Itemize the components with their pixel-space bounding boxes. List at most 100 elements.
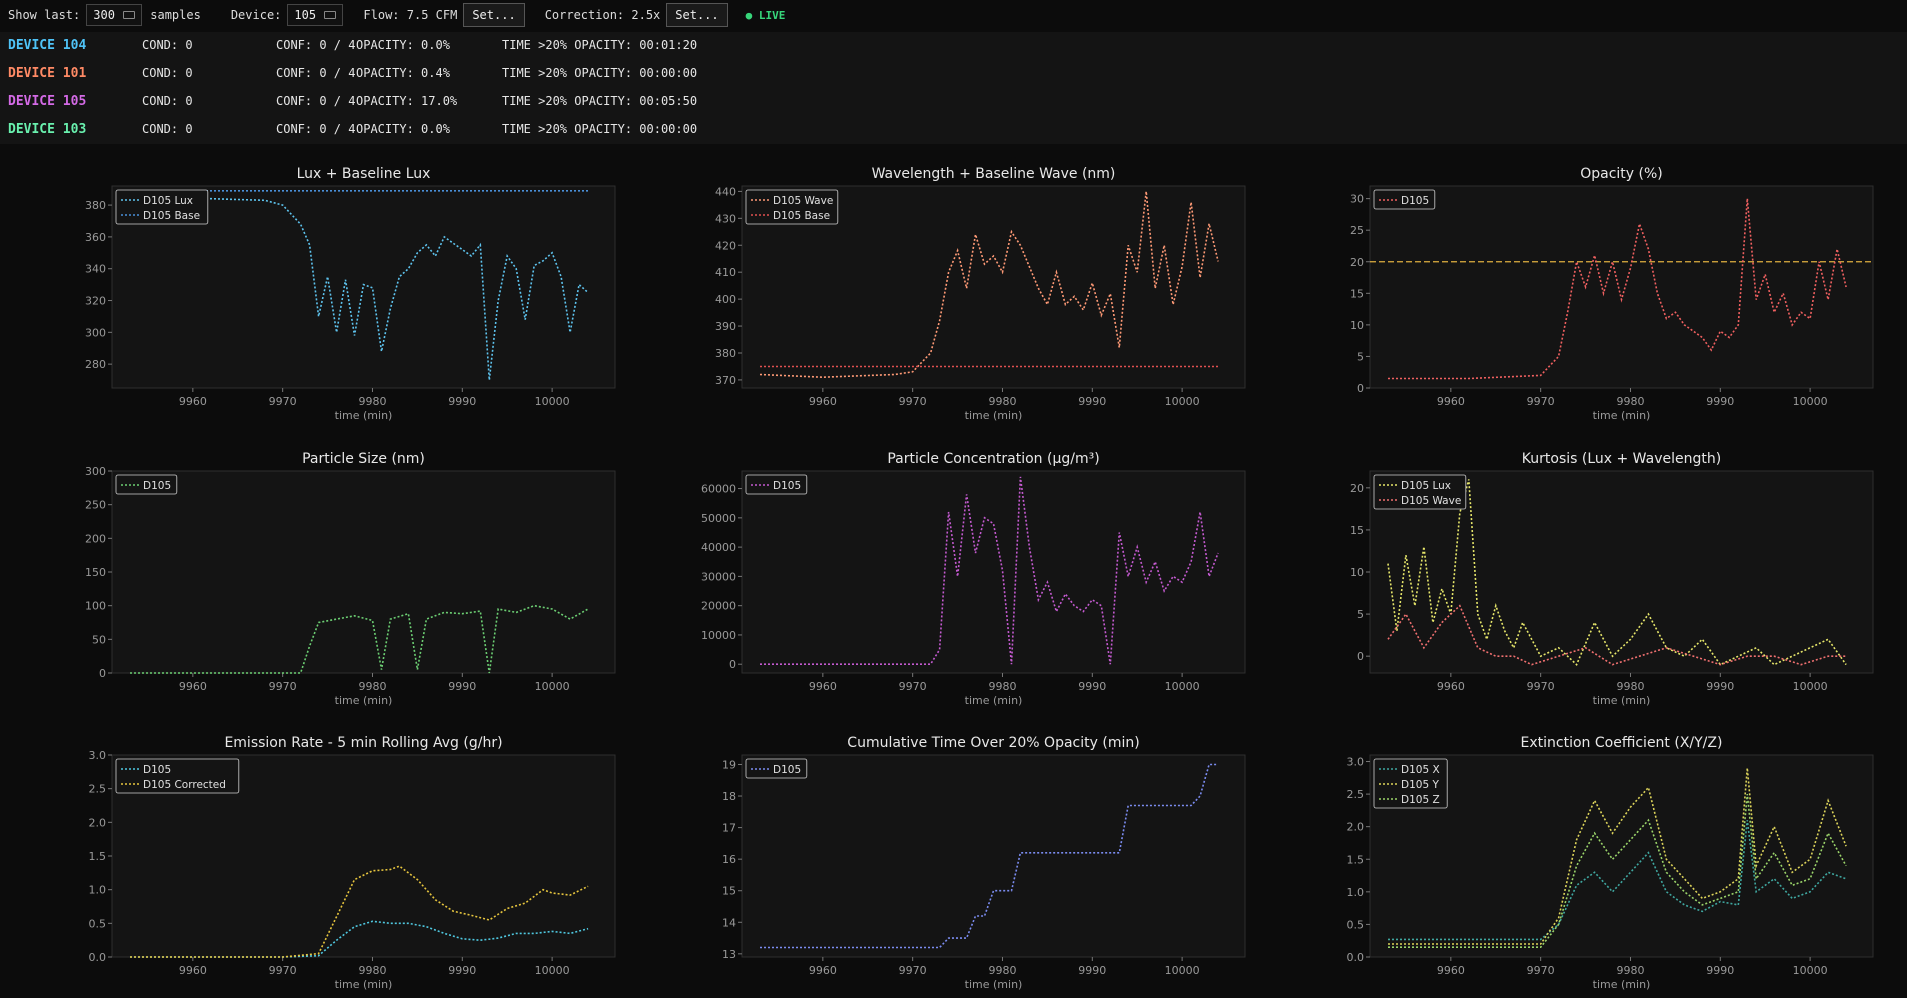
y-tick-label: 10 [1350, 319, 1364, 332]
y-tick-label: 1.5 [1347, 853, 1365, 866]
show-last-input[interactable]: 300 [86, 4, 143, 26]
legend-label: D105 Base [143, 210, 200, 222]
x-tick-label: 9960 [809, 964, 837, 977]
chart-title: Kurtosis (Lux + Wavelength) [1522, 451, 1721, 467]
plot-area [1369, 754, 1874, 958]
y-tick-label: 0 [729, 658, 736, 671]
plot-area [741, 470, 1246, 674]
legend: D105 Lux D105 Wave [1373, 474, 1467, 510]
x-tick-label: 10000 [1165, 395, 1200, 408]
show-last-value: 300 [93, 8, 115, 22]
y-tick-label: 60000 [701, 483, 736, 496]
chart-particle-size: Particle Size (nm) 0 50 100 150 200 250 300 9960… [60, 443, 660, 713]
x-tick-label: 9970 [899, 680, 927, 693]
x-tick-label: 9980 [1616, 964, 1644, 977]
x-tick-label: 9980 [358, 680, 386, 693]
y-tick-label: 20 [1350, 482, 1364, 495]
x-axis-label: time (min) [335, 978, 393, 991]
chart-emission-rate: Emission Rate - 5 min Rolling Avg (g/hr)… [60, 727, 660, 997]
y-tick-label: 20 [1350, 256, 1364, 269]
legend-label: D105 Lux [143, 195, 193, 207]
x-tick-label: 9970 [269, 395, 297, 408]
x-tick-label: 9970 [1527, 680, 1555, 693]
x-tick-label: 9970 [269, 680, 297, 693]
y-tick-label: 16 [722, 853, 736, 866]
y-tick-label: 15 [1350, 287, 1364, 300]
chart-opacity: Opacity (%) 0 5 10 15 20 25 30 9960 9970 9980 9990 1… [1318, 158, 1907, 428]
device-status-panel: DEVICE 104 COND: 0 CONF: 0 / 4 OPACITY: … [0, 32, 1907, 144]
y-tick-label: 14 [722, 916, 736, 929]
legend: D105 Wave D105 Base [745, 189, 839, 225]
live-indicator: LIVE [746, 9, 786, 22]
flow-set-button[interactable]: Set... [463, 3, 525, 27]
x-tick-label: 9960 [179, 680, 207, 693]
x-axis-label: time (min) [1593, 978, 1651, 991]
x-axis-label: time (min) [965, 694, 1023, 707]
y-tick-label: 10 [1350, 566, 1364, 579]
series-line [759, 191, 1219, 379]
series-line [1388, 794, 1847, 948]
y-tick-label: 410 [715, 266, 736, 279]
legend-box [115, 474, 178, 495]
time-over-value: TIME >20% OPACITY: 00:00:00 [502, 122, 698, 136]
cond-value: COND: 0 [142, 122, 193, 136]
y-tick-label: 30 [1350, 193, 1364, 206]
legend-label: D105 Wave [1401, 495, 1461, 507]
y-tick-label: 15 [722, 885, 736, 898]
flow-label: Flow: 7.5 CFM [363, 8, 458, 22]
legend-label: D105 [1401, 195, 1429, 207]
y-tick-label: 0.0 [1347, 951, 1365, 964]
x-tick-label: 9980 [358, 964, 386, 977]
time-over-value: TIME >20% OPACITY: 00:00:00 [502, 66, 698, 80]
device-name: DEVICE 105 [8, 94, 87, 109]
legend-label: D105 [773, 480, 801, 492]
x-tick-label: 9990 [1706, 395, 1734, 408]
legend-label: D105 [143, 764, 171, 776]
y-tick-label: 10000 [701, 629, 736, 642]
spinner-icon[interactable] [123, 11, 136, 19]
y-tick-label: 1.0 [1347, 886, 1365, 899]
spinner-icon[interactable] [324, 11, 337, 19]
y-tick-label: 440 [715, 185, 736, 198]
x-tick-label: 9960 [1437, 395, 1465, 408]
series-line [1388, 820, 1847, 941]
device-input[interactable]: 105 [287, 4, 344, 26]
chart-title: Opacity (%) [1580, 166, 1663, 182]
x-tick-label: 9990 [1078, 680, 1106, 693]
x-tick-label: 10000 [1793, 395, 1828, 408]
series-line [130, 604, 589, 674]
x-tick-label: 9970 [899, 395, 927, 408]
x-tick-label: 9960 [179, 964, 207, 977]
status-row: DEVICE 101 COND: 0 CONF: 0 / 4 OPACITY: … [0, 60, 1907, 88]
x-tick-label: 9970 [269, 964, 297, 977]
chart-title: Extinction Coefficient (X/Y/Z) [1521, 735, 1723, 751]
y-tick-label: 2.5 [89, 783, 107, 796]
x-tick-label: 9980 [358, 395, 386, 408]
x-tick-label: 9990 [448, 680, 476, 693]
correction-set-button[interactable]: Set... [666, 3, 728, 27]
series-line [1388, 767, 1847, 945]
toolbar: Show last: 300 samples Device: 105 Flow:… [0, 0, 1907, 30]
series-line [1387, 604, 1847, 666]
legend-box [115, 758, 240, 794]
x-tick-label: 9970 [1527, 964, 1555, 977]
show-last-label: Show last: [8, 8, 81, 22]
y-tick-label: 370 [715, 374, 736, 387]
chart-svg: Lux + Baseline Lux 280 300 320 340 360 380 9960… [85, 166, 616, 422]
chart-svg: Cumulative Time Over 20% Opacity (min) 13… [722, 735, 1246, 991]
y-tick-label: 40000 [701, 541, 736, 554]
y-tick-label: 280 [85, 358, 106, 371]
series-line [1387, 479, 1847, 666]
opacity-value: OPACITY: 0.0% [356, 122, 450, 136]
device-name: DEVICE 103 [8, 122, 87, 137]
legend-label: D105 Lux [1401, 480, 1451, 492]
legend: D105 [745, 758, 808, 779]
y-tick-label: 1.5 [89, 850, 107, 863]
x-tick-label: 9980 [1616, 680, 1644, 693]
series-line [1388, 198, 1847, 380]
cond-value: COND: 0 [142, 94, 193, 108]
legend-box [1373, 189, 1436, 210]
chart-svg: Particle Size (nm) 0 50 100 150 200 250 300 9960… [85, 451, 616, 707]
y-tick-label: 50000 [701, 512, 736, 525]
cond-value: COND: 0 [142, 38, 193, 52]
